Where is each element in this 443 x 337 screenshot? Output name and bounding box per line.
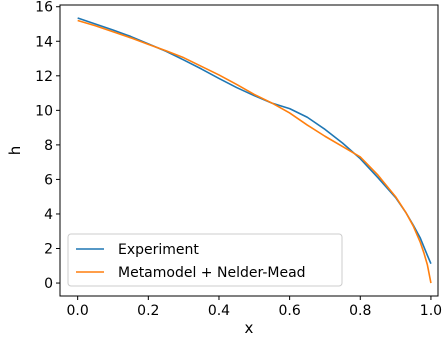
y-axis: 0 2 4 6 8 10 12 14 16 — [35, 0, 60, 292]
plot-area — [77, 17, 432, 284]
x-axis: 0.0 0.2 0.4 0.6 0.8 1.0 — [67, 296, 442, 319]
y-tick-label: 16 — [35, 0, 53, 16]
legend-box — [67, 233, 343, 287]
y-tick-label: 0 — [44, 276, 53, 292]
y-tick-label: 2 — [44, 242, 53, 258]
series-line-metamodel — [77, 19, 432, 284]
y-tick-label: 6 — [44, 172, 53, 188]
x-tick-label: 0.0 — [67, 303, 89, 319]
y-tick-label: 14 — [35, 34, 53, 50]
legend: Experiment Metamodel + Nelder-Mead — [67, 233, 343, 287]
legend-label: Metamodel + Nelder-Mead — [118, 265, 306, 281]
y-tick-label: 10 — [35, 103, 53, 119]
x-tick-label: 0.8 — [349, 303, 371, 319]
y-tick-label: 8 — [44, 138, 53, 154]
x-tick-label: 0.2 — [137, 303, 159, 319]
legend-label: Experiment — [118, 242, 199, 258]
y-axis-label: h — [6, 146, 24, 156]
x-axis-label: x — [245, 319, 254, 337]
plot-frame — [59, 4, 439, 297]
x-tick-label: 0.4 — [208, 303, 230, 319]
y-tick-label: 12 — [35, 69, 53, 85]
x-tick-label: 1.0 — [420, 303, 442, 319]
y-tick-label: 4 — [44, 207, 53, 223]
x-tick-label: 0.6 — [278, 303, 300, 319]
